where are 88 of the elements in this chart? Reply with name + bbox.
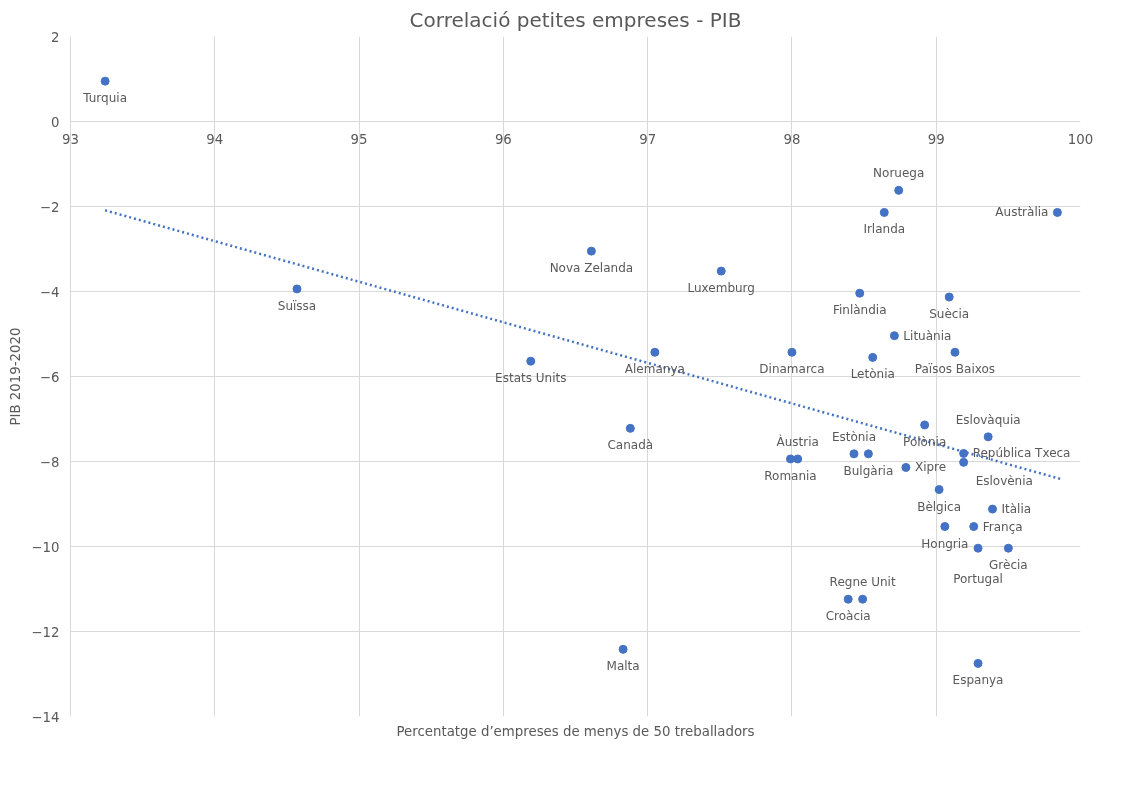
point — [793, 454, 803, 464]
point — [894, 185, 904, 195]
y-tick-label: 2 — [51, 29, 60, 45]
point — [959, 457, 969, 467]
point — [940, 522, 950, 532]
data-label: França — [982, 519, 1023, 534]
point — [650, 347, 660, 357]
point — [868, 352, 878, 362]
y-tick-label: −6 — [39, 369, 60, 385]
data-label: Nova Zelanda — [549, 261, 634, 276]
data-label: Espanya — [952, 673, 1004, 688]
data-label: Hongria — [921, 536, 969, 551]
point — [901, 462, 911, 472]
point — [959, 448, 969, 458]
data-label: Estats Units — [495, 371, 567, 386]
data-label: Estònia — [831, 429, 877, 444]
data-label: Luxemburg — [687, 281, 755, 296]
point — [292, 284, 302, 294]
data-label: Letònia — [850, 367, 895, 382]
data-label: Itàlia — [1001, 502, 1032, 517]
x-axis-title: Percentatge d’empreses de menys de 50 treballadors — [396, 723, 755, 739]
point — [920, 420, 930, 430]
data-label: Països Baixos — [914, 362, 996, 377]
point — [889, 331, 899, 341]
point — [100, 76, 110, 86]
y-tick-label: −10 — [31, 539, 60, 555]
data-label: Bèlgica — [917, 499, 962, 514]
data-label: Turquia — [82, 91, 128, 106]
point — [983, 432, 993, 442]
data-label: Eslovènia — [975, 474, 1033, 489]
point — [973, 658, 983, 668]
point — [879, 207, 889, 217]
point — [950, 347, 960, 357]
data-label: Bulgària — [843, 463, 894, 478]
data-label: Irlanda — [863, 222, 906, 237]
x-tick-label: 97 — [639, 131, 657, 147]
x-tick-label: 95 — [350, 131, 368, 147]
point — [843, 594, 853, 604]
point — [934, 485, 944, 495]
point — [944, 292, 954, 302]
point — [987, 504, 997, 514]
data-label: Portugal — [953, 572, 1003, 587]
data-label: Croàcia — [825, 609, 871, 624]
data-label: Malta — [606, 659, 640, 674]
point — [863, 449, 873, 459]
data-label: Regne Unit — [829, 575, 896, 590]
data-label: Àustria — [776, 433, 819, 449]
x-tick-label: 96 — [494, 131, 512, 147]
x-tick-label: 99 — [927, 131, 945, 147]
point — [787, 347, 797, 357]
point — [785, 454, 795, 464]
y-tick-label: −14 — [31, 709, 60, 725]
x-tick-label: 94 — [206, 131, 224, 147]
point — [973, 543, 983, 553]
point — [858, 594, 868, 604]
y-tick-label: −4 — [39, 284, 60, 300]
point — [716, 266, 726, 276]
data-label: Grècia — [989, 558, 1028, 573]
point — [969, 522, 979, 532]
y-tick-label: −2 — [39, 199, 60, 215]
data-label: Dinamarca — [759, 362, 825, 377]
data-label: Canadà — [607, 438, 654, 453]
data-label: Suïssa — [277, 298, 317, 313]
y-tick-label: 0 — [51, 114, 60, 130]
data-label: Romania — [764, 468, 817, 483]
x-tick-label: 93 — [62, 131, 79, 147]
point — [526, 356, 536, 366]
x-tick-label: 98 — [783, 131, 801, 147]
y-axis-title: PIB 2019-2020 — [8, 327, 24, 426]
point — [1003, 543, 1013, 553]
data-label: Austràlia — [995, 205, 1049, 220]
point — [855, 288, 865, 298]
data-label: Finlàndia — [832, 303, 887, 318]
x-tick-label: 100 — [1067, 131, 1094, 147]
y-tick-label: −8 — [39, 454, 60, 470]
y-tick-label: −12 — [31, 624, 60, 640]
point — [625, 423, 635, 433]
data-label: Lituània — [903, 328, 952, 343]
point — [849, 449, 859, 459]
data-label: Noruega — [873, 166, 925, 181]
chart-title: Correlació petites empreses - PIB — [409, 7, 742, 32]
point — [586, 246, 596, 256]
data-label: Eslovàquia — [955, 412, 1021, 427]
data-label: República Txeca — [972, 446, 1071, 461]
point — [1052, 207, 1062, 217]
data-label: Suècia — [929, 307, 970, 322]
data-label: Xipre — [914, 460, 947, 475]
point — [618, 644, 628, 654]
